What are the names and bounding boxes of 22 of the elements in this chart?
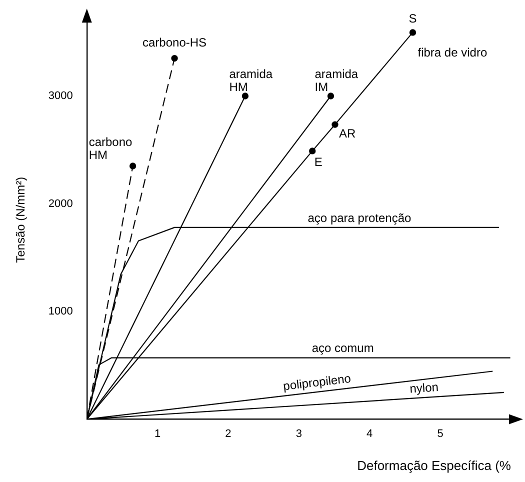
series-label: carbono HM: [88, 135, 133, 162]
series-label: nylon: [409, 380, 439, 396]
text: polipropileno: [282, 371, 352, 394]
x-tick-label: 5: [437, 428, 444, 440]
y-tick-label: 3000: [48, 90, 73, 102]
annotation: AR: [338, 126, 356, 141]
annotation: S: [408, 11, 417, 26]
y-tick-label: 1000: [48, 306, 73, 318]
y-axis-title: Tensão (N/mm²): [14, 176, 28, 263]
series-label: aço para protenção: [308, 210, 412, 225]
x-tick-label: 1: [154, 428, 161, 440]
x-tick-label: 3: [296, 428, 302, 440]
x-axis-title: Deformação Específica (%: [357, 458, 512, 473]
annotation: E: [314, 154, 322, 169]
series-label: aço comum: [312, 341, 374, 356]
x-tick-label: 4: [366, 428, 373, 440]
x-tick-label: 2: [225, 428, 232, 440]
series-label: carbono-HS: [142, 35, 207, 50]
series-label: aramida HM: [229, 67, 273, 94]
series-label: fibra de vidro: [418, 45, 488, 60]
y-tick-label: 2000: [48, 198, 73, 210]
series-label: aramida IM: [314, 67, 358, 94]
